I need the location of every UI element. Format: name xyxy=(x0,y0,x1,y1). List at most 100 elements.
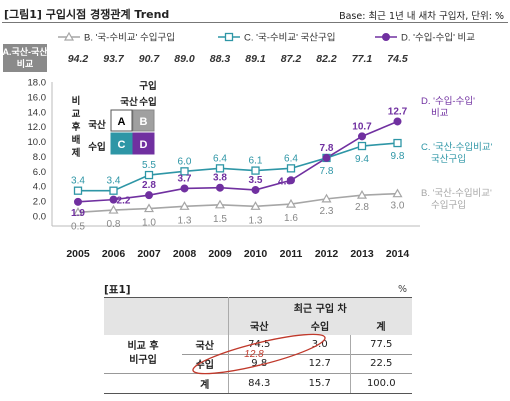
data-point-B xyxy=(356,189,368,199)
legend-marker xyxy=(382,33,390,41)
series-a-value: 77.1 xyxy=(352,53,373,65)
inset-cell xyxy=(110,132,133,155)
y-tick-label: 12.0 xyxy=(28,122,47,133)
data-point-B xyxy=(72,207,84,216)
data-point-D xyxy=(322,153,331,162)
end-label-B: 수입구입 xyxy=(431,199,466,211)
series-a-value: 87.2 xyxy=(281,53,302,65)
end-label-C: 국산구입 xyxy=(431,153,466,165)
series-a-value: 90.7 xyxy=(139,53,161,65)
series-a-label: A.국산-국산 xyxy=(2,46,48,57)
data-label-B: 1.6 xyxy=(284,213,298,224)
inset-row-title: 교 xyxy=(72,109,81,120)
series-line-C xyxy=(78,142,398,192)
data-label-D: 3.7 xyxy=(178,173,192,184)
data-point-D xyxy=(251,185,260,194)
data-label-D: 1.9 xyxy=(71,208,85,219)
x-tick-label: 2005 xyxy=(66,248,90,260)
data-point-D xyxy=(145,191,153,200)
data-point-B xyxy=(285,198,297,208)
data-label-C: 6.4 xyxy=(213,153,227,164)
data-point-D xyxy=(109,195,118,204)
data-label-B: 0.5 xyxy=(71,221,85,232)
data-label-B: 3.0 xyxy=(391,201,405,212)
data-label-B: 1.3 xyxy=(249,215,263,226)
end-label-D: D. '수입-수입' xyxy=(421,95,475,107)
inset-cell xyxy=(110,109,133,132)
data-label-C: 9.8 xyxy=(391,151,405,162)
data-label-C: 5.5 xyxy=(142,160,156,171)
swap-ellipse xyxy=(192,333,326,375)
inset-row-label: 수입 xyxy=(88,141,105,153)
swap-annotation: 12.8 xyxy=(192,333,326,375)
data-label-C: 6.0 xyxy=(178,156,192,167)
data-label-D: 7.8 xyxy=(320,143,334,154)
table-unit: % xyxy=(398,284,408,295)
data-label-D: 2.8 xyxy=(142,180,156,191)
col-header-import: 수입 xyxy=(290,316,350,335)
series-a-value: 93.7 xyxy=(103,53,125,65)
data-point-C xyxy=(215,164,225,173)
data-point-B xyxy=(214,199,226,209)
table-blank xyxy=(104,373,182,394)
data-label-B: 1.3 xyxy=(178,215,192,226)
data-label-D: 3.8 xyxy=(213,173,227,184)
data-point-D xyxy=(287,176,295,185)
series-a-label: 비교 xyxy=(17,58,34,69)
y-tick-label: 16.0 xyxy=(28,92,47,103)
col-header-domestic: 국산 xyxy=(228,316,290,335)
y-tick-label: 6.0 xyxy=(33,167,46,178)
col-header-total: 계 xyxy=(350,316,413,335)
data-point-B xyxy=(250,201,261,210)
data-point-B xyxy=(392,188,403,198)
data-label-C: 9.4 xyxy=(355,154,369,165)
legend-label: D. '수입-수입' 비교 xyxy=(401,32,475,44)
series-a-value: 74.5 xyxy=(387,53,408,65)
trend-chart: B. '국-수비교' 수입구입 C. '국-수비교' 국산구입 D. '수입-수입'… xyxy=(2,32,493,261)
data-label-C: 7.8 xyxy=(320,166,334,177)
data-point-C xyxy=(286,164,296,173)
data-point-B xyxy=(143,203,155,213)
row-group-label: 비교 후 비구입 xyxy=(127,341,159,366)
x-tick-label: 2009 xyxy=(208,248,232,260)
table-cell: 74.5 xyxy=(248,338,271,350)
x-tick-label: 2011 xyxy=(280,248,303,260)
y-tick-label: 4.0 xyxy=(33,182,46,193)
table-cell: 84.3 xyxy=(228,373,290,394)
inset-row-title: 비 xyxy=(72,95,81,107)
data-point-C xyxy=(73,186,83,195)
y-tick-label: 14.0 xyxy=(28,107,47,118)
title-divider xyxy=(2,22,508,23)
series-line-B xyxy=(77,192,398,214)
data-point-D xyxy=(358,132,366,141)
data-label-C: 6.4 xyxy=(284,153,298,164)
data-label-B: 1.0 xyxy=(142,218,156,229)
data-label-B: 0.8 xyxy=(107,219,121,230)
inset-cell xyxy=(132,109,155,132)
x-tick-label: 2007 xyxy=(137,248,161,260)
inset-row-title: 제 xyxy=(72,147,81,159)
data-table: 최근 구입 차 국산 수입 계 비교 후 비구입 국산 74.5 3.0 77.… xyxy=(104,297,413,394)
data-label-B: 1.5 xyxy=(213,214,227,225)
y-tick-label: 10.0 xyxy=(28,137,47,148)
data-point-C xyxy=(393,138,402,148)
figure-title: [그림1] 구입시점 경쟁관계 Trend xyxy=(4,8,170,21)
data-point-B xyxy=(179,201,190,210)
data-point-C xyxy=(109,186,118,195)
table-cell: 15.7 xyxy=(290,373,350,394)
data-point-B xyxy=(321,193,332,203)
x-tick-label: 2013 xyxy=(350,248,374,260)
data-label-D: 12.7 xyxy=(388,106,408,117)
table-cell: 100.0 xyxy=(349,373,413,394)
legend-label: C. '국-수비교' 국산구입 xyxy=(244,32,336,44)
table-group-header: 최근 구입 차 xyxy=(228,297,413,317)
data-point-C xyxy=(144,170,154,180)
end-label-C: C. '국산-수입비교' xyxy=(421,141,493,153)
inset-top-label: 구입 xyxy=(139,80,156,92)
data-point-D xyxy=(74,197,82,206)
inset-cell-label: D xyxy=(140,139,148,151)
end-label-B: B. '국산-수입비교' xyxy=(421,187,492,199)
y-tick-label: 2.0 xyxy=(33,197,46,208)
inset-cell-label: A xyxy=(118,116,126,128)
data-label-C: 3.4 xyxy=(107,176,121,187)
